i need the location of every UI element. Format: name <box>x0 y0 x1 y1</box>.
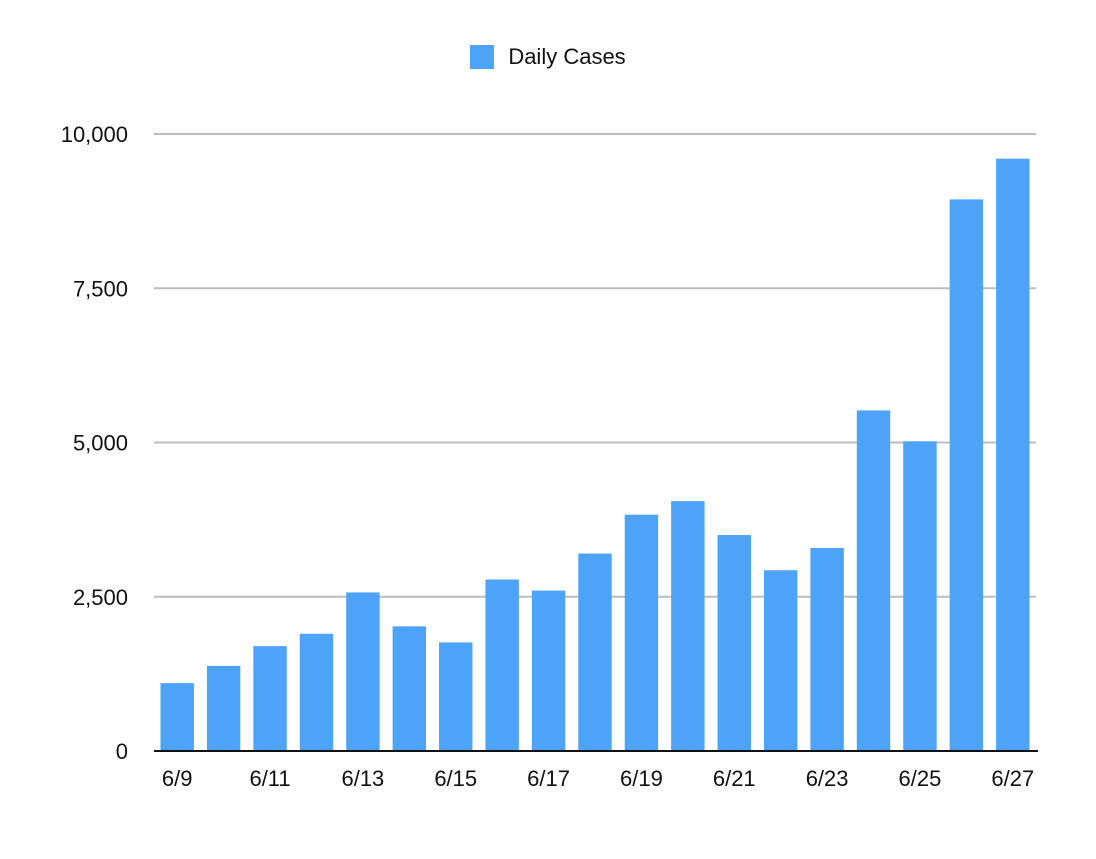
x-tick-label: 6/15 <box>434 766 477 791</box>
bar-6-26 <box>949 199 984 752</box>
y-tick-label: 7,500 <box>73 276 128 301</box>
bar-6-24 <box>856 410 891 751</box>
bar-6-18 <box>578 553 612 751</box>
y-tick-label: 5,000 <box>73 431 128 456</box>
bar-6-27 <box>996 158 1030 751</box>
bar-6-10 <box>206 665 241 751</box>
x-tick-label: 6/11 <box>249 766 290 791</box>
x-tick-label: 6/21 <box>713 766 756 791</box>
x-tick-label: 6/23 <box>806 766 849 791</box>
legend: Daily Cases <box>0 44 1096 70</box>
bar-6-20 <box>671 501 705 751</box>
y-tick-label: 0 <box>116 739 128 764</box>
bar-6-9 <box>160 683 194 751</box>
x-tick-label: 6/13 <box>341 766 384 791</box>
x-tick-label: 6/25 <box>899 766 942 791</box>
bar-6-14 <box>392 626 427 751</box>
bar-6-12 <box>299 633 334 751</box>
bar-6-19 <box>624 514 659 751</box>
bar-6-23 <box>810 548 844 751</box>
legend-label-daily-cases: Daily Cases <box>508 44 626 69</box>
bar-6-25 <box>903 441 937 751</box>
x-tick-label: 6/9 <box>162 766 193 791</box>
x-tick-label: 6/17 <box>527 766 570 791</box>
bar-6-22 <box>763 570 798 751</box>
x-tick-label: 6/19 <box>620 766 663 791</box>
legend-swatch-daily-cases <box>470 45 495 69</box>
bar-6-11 <box>253 646 287 751</box>
bar-6-13 <box>346 592 380 751</box>
bar-6-17 <box>531 590 566 751</box>
y-tick-label: 10,000 <box>61 122 128 147</box>
bar-6-16 <box>485 579 519 751</box>
bar-6-21 <box>717 535 751 751</box>
bar-6-15 <box>439 642 473 751</box>
y-tick-label: 2,500 <box>73 585 128 610</box>
x-tick-label: 6/27 <box>991 766 1034 791</box>
